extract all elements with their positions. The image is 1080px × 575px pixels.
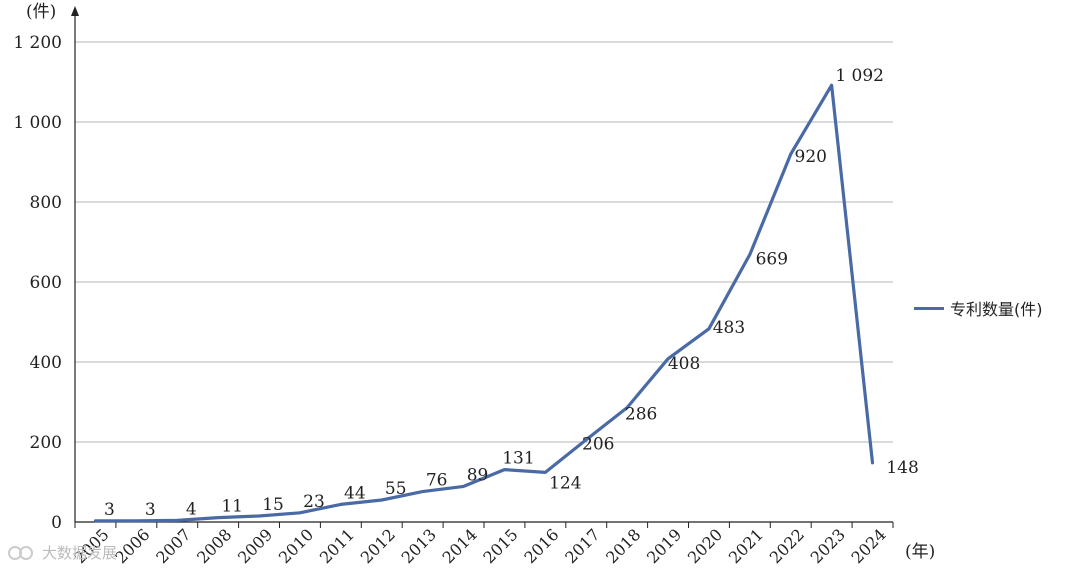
watermark-text: 大数据发展: [42, 544, 118, 562]
x-axis-unit-label: (年): [905, 542, 935, 562]
data-label: 4: [186, 499, 197, 519]
data-label: 55: [385, 479, 407, 499]
watermark: 大数据发展: [6, 542, 117, 563]
data-label: 920: [795, 147, 827, 167]
x-tick-label: 2008: [193, 525, 235, 567]
y-axis-unit-label: (件): [26, 2, 56, 22]
x-tick-label: 2021: [725, 525, 767, 567]
watermark-logo-icon: [8, 545, 33, 560]
x-tick-label: 2007: [152, 525, 194, 567]
data-label: 76: [426, 471, 448, 491]
x-tick-label: 2023: [807, 525, 849, 567]
x-tick-label: 2017: [561, 525, 603, 567]
x-tick-label: 2012: [357, 525, 399, 567]
x-tick-label: 2009: [234, 525, 276, 567]
legend: 专利数量(件): [914, 296, 1043, 320]
x-tick-label: 2018: [602, 525, 644, 567]
gridlines: [75, 41, 893, 443]
x-tick-label: 2019: [643, 525, 685, 567]
y-tick-label: 0: [51, 513, 62, 533]
data-label: 408: [668, 354, 700, 374]
x-tick-label: 2015: [479, 525, 521, 567]
x-tick-label: 2013: [398, 525, 440, 567]
x-tick-label: 2011: [316, 525, 358, 567]
x-tick-label: 2010: [275, 525, 317, 567]
data-label: 483: [713, 318, 745, 338]
y-tick-label: 1 200: [13, 33, 62, 53]
x-tick-labels: 2005200620072008200920102011201220132014…: [70, 522, 894, 567]
data-label: 89: [467, 465, 489, 485]
y-axis-arrow: [71, 6, 79, 16]
x-tick-label: 2006: [111, 525, 153, 567]
data-label: 15: [262, 495, 284, 515]
data-label: 1 092: [835, 66, 884, 86]
data-label: 131: [502, 449, 534, 469]
y-tick-labels: 0 200 400 600 800 1 000 1 200: [13, 33, 62, 533]
data-label: 23: [303, 492, 325, 512]
data-label: 206: [582, 435, 614, 455]
legend-label: 专利数量(件): [950, 300, 1043, 319]
x-tick-label: 2022: [766, 525, 808, 567]
y-tick-label: 1 000: [13, 113, 62, 133]
data-label: 44: [344, 483, 366, 503]
data-label: 3: [104, 500, 115, 520]
legend-swatch: [914, 306, 944, 310]
data-label: 11: [221, 497, 243, 517]
x-tick-label: 2014: [439, 525, 481, 567]
x-tick-label: 2020: [684, 525, 726, 567]
data-label: 3: [145, 500, 156, 520]
data-label: 124: [549, 473, 581, 493]
y-tick-label: 800: [30, 193, 62, 213]
data-label: 669: [756, 249, 788, 269]
y-tick-label: 200: [30, 433, 62, 453]
y-tick-label: 400: [30, 353, 62, 373]
data-label: 148: [886, 458, 918, 478]
x-tick-label: 2024: [848, 525, 890, 567]
data-label: 286: [625, 405, 657, 425]
series-line: [93, 83, 875, 523]
x-tick-label: 2016: [520, 525, 562, 567]
y-tick-label: 600: [30, 273, 62, 293]
